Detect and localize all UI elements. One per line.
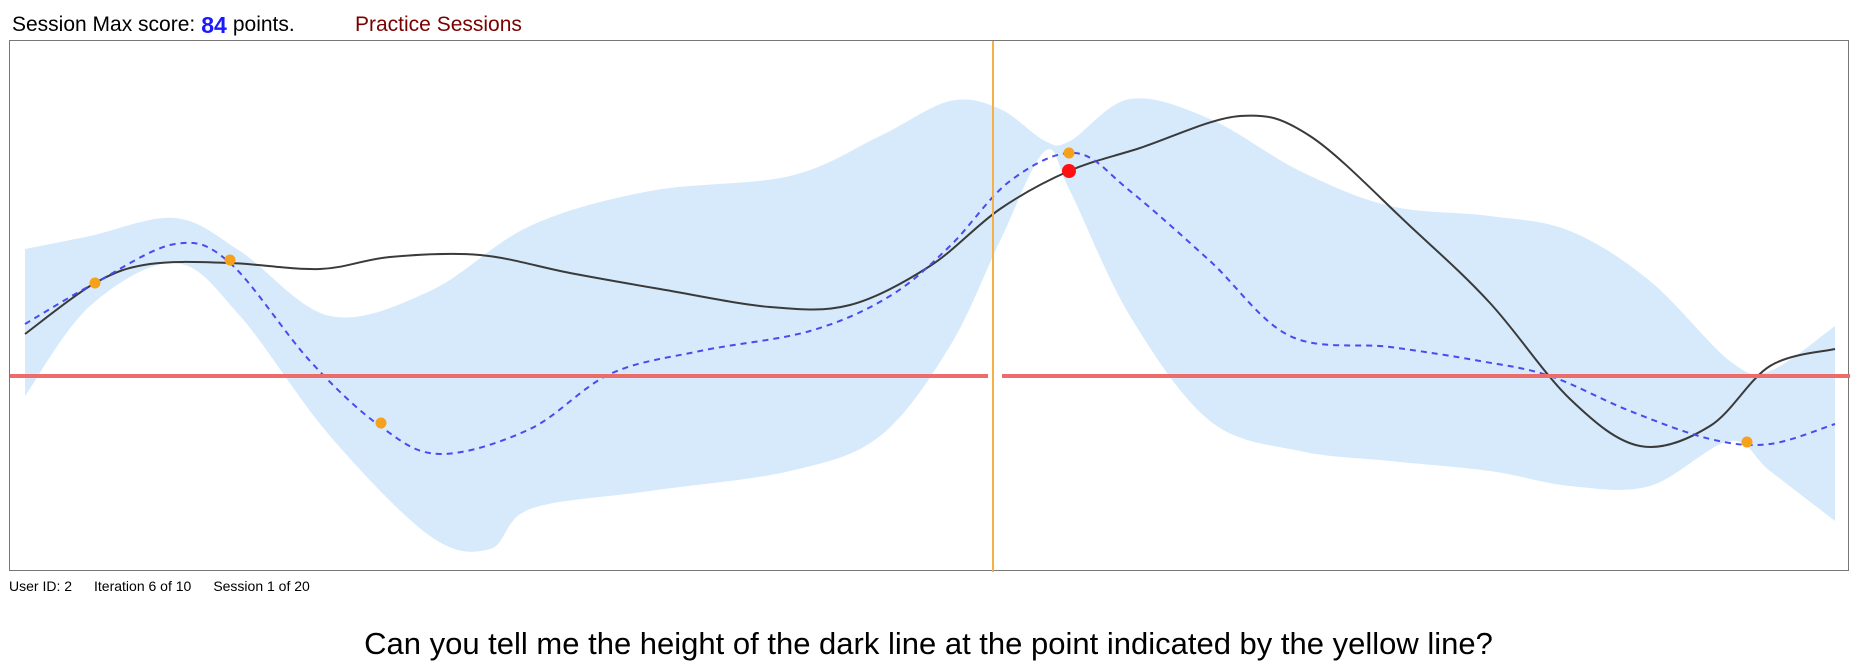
- score-suffix: points.: [232, 13, 295, 36]
- session-counter: Session 1 of 20: [213, 578, 310, 594]
- plot-canvas[interactable]: [10, 41, 1850, 572]
- plot-area[interactable]: [9, 40, 1850, 572]
- sample-points: [89, 147, 1753, 448]
- sample-point: [1063, 147, 1075, 159]
- sample-point: [1741, 436, 1753, 448]
- score-prefix: Session Max score:: [12, 13, 196, 36]
- iteration-counter: Iteration 6 of 10: [94, 578, 192, 594]
- question-prompt: Can you tell me the height of the dark l…: [364, 626, 1493, 661]
- score-value: 84: [201, 11, 227, 38]
- mean-dashed-line: [24, 151, 1836, 456]
- status-footer: User ID: 2 Iteration 6 of 10 Session 1 o…: [9, 578, 310, 594]
- current-point: [1062, 164, 1076, 178]
- dark-line: [24, 114, 1836, 448]
- sample-point: [224, 254, 236, 266]
- score-display: Session Max score: 84 points.: [12, 10, 295, 40]
- user-id: User ID: 2: [9, 578, 73, 594]
- practice-sessions-link[interactable]: Practice Sessions: [355, 13, 522, 36]
- sample-point: [375, 417, 387, 429]
- sample-point: [89, 277, 101, 289]
- uncertainty-band: [25, 98, 1835, 552]
